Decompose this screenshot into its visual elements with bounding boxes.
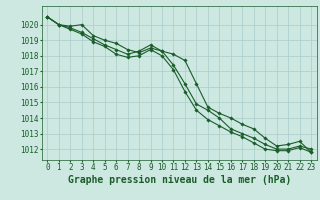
X-axis label: Graphe pression niveau de la mer (hPa): Graphe pression niveau de la mer (hPa): [68, 175, 291, 185]
